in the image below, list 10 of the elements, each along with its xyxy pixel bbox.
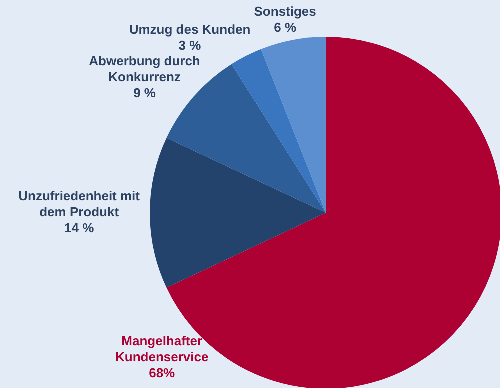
data-label: 6 %	[274, 20, 297, 36]
data-label: 68%	[149, 365, 176, 380]
data-label: 3 %	[178, 38, 202, 53]
data-label: 14 %	[64, 220, 95, 236]
slice-label: Unzufriedenheit mit dem Produkt	[18, 188, 141, 220]
slice-label: Umzug des Kunden	[129, 22, 251, 37]
data-label: 9 %	[134, 86, 156, 101]
slice-label: Sonstiges	[254, 4, 316, 20]
slice-label: Mangelhafter Kundenservice	[116, 333, 209, 364]
slice-label: Abwerbung durch Konkurrenz	[89, 54, 200, 85]
